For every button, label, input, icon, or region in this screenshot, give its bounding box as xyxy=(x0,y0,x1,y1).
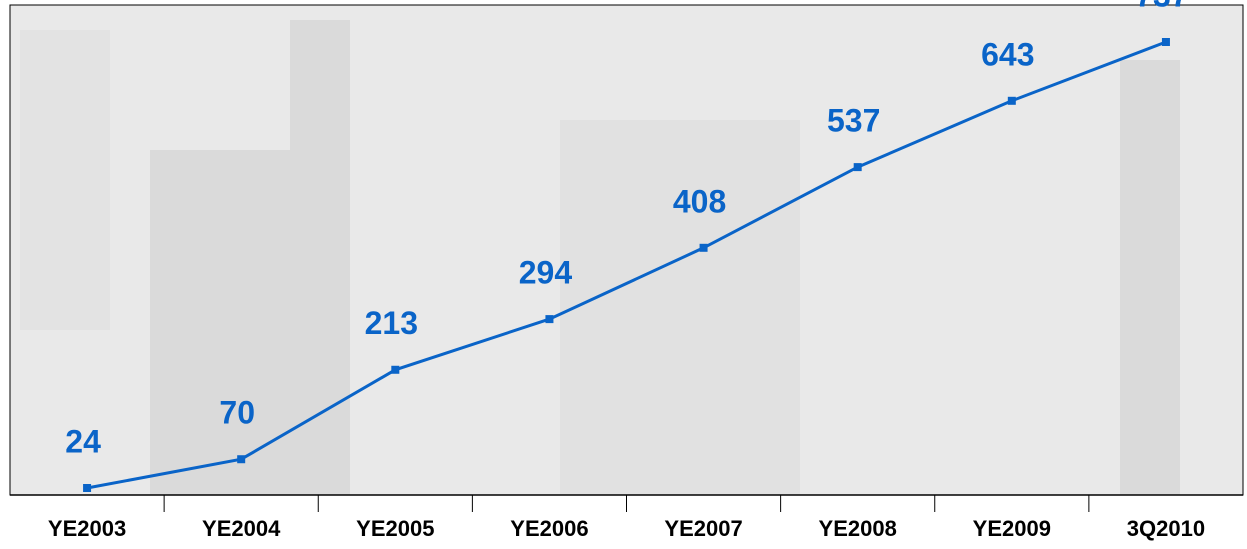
x-tick-label: YE2003 xyxy=(48,516,126,541)
background-image xyxy=(20,20,1180,495)
data-point xyxy=(83,484,92,492)
data-label: 537 xyxy=(827,103,880,139)
data-label: 737 xyxy=(1135,0,1188,13)
data-point xyxy=(1007,96,1016,105)
data-point xyxy=(1161,38,1170,46)
x-tick-label: YE2007 xyxy=(664,516,742,541)
data-label: 294 xyxy=(519,255,573,291)
x-tick-label: YE2009 xyxy=(973,516,1051,541)
x-tick-label: YE2005 xyxy=(356,516,434,541)
data-point xyxy=(699,243,708,252)
x-tick-label: YE2006 xyxy=(510,516,588,541)
data-point xyxy=(545,315,554,324)
data-point xyxy=(237,455,246,464)
data-point xyxy=(391,365,400,374)
data-label: 643 xyxy=(981,36,1034,72)
data-point xyxy=(853,163,862,172)
data-label: 408 xyxy=(673,183,726,219)
data-label: 213 xyxy=(365,305,418,341)
data-label: 70 xyxy=(219,395,255,431)
x-tick-label: 3Q2010 xyxy=(1127,516,1205,541)
x-tick-label: YE2008 xyxy=(819,516,897,541)
data-label: 24 xyxy=(65,423,101,459)
x-tick-label: YE2004 xyxy=(202,516,281,541)
data-line xyxy=(86,40,1167,490)
